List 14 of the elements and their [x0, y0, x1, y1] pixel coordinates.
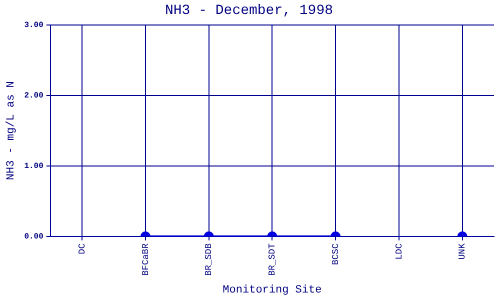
y-tick-label: 3.00	[24, 20, 44, 30]
x-tick-label: DC	[77, 242, 88, 254]
x-tick-label: UNK	[458, 242, 468, 260]
x-tick-label: BFCaBR	[140, 242, 151, 276]
chart-title: NH3 - December, 1998	[164, 3, 334, 20]
x-tick-label: BR_SDB	[204, 242, 214, 276]
x-axis-title: Monitoring Site	[222, 284, 322, 296]
y-axis-title: NH3 - mg/L as N	[6, 81, 18, 180]
y-tick-label: 0.00	[24, 232, 44, 242]
y-tick-label: 2.00	[24, 91, 44, 100]
x-tick-label: BR_SDT	[268, 242, 278, 276]
x-tick-label: BCSC	[330, 242, 341, 266]
y-tick-label: 1.00	[24, 162, 44, 171]
x-tick-label: LDC	[394, 242, 404, 260]
